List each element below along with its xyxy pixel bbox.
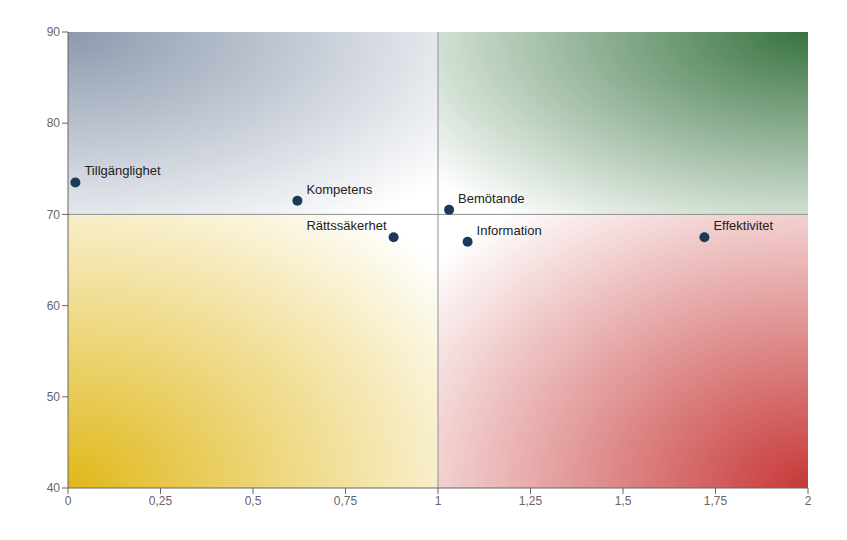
svg-text:50: 50 xyxy=(47,390,61,404)
svg-text:Information: Information xyxy=(477,223,542,238)
svg-text:1: 1 xyxy=(435,494,442,508)
svg-text:0,25: 0,25 xyxy=(149,494,173,508)
svg-text:0,5: 0,5 xyxy=(245,494,262,508)
svg-text:0: 0 xyxy=(65,494,72,508)
svg-text:70: 70 xyxy=(47,208,61,222)
svg-text:1,25: 1,25 xyxy=(519,494,543,508)
svg-text:40: 40 xyxy=(47,481,61,495)
svg-text:90: 90 xyxy=(47,25,61,39)
svg-text:Bemötande: Bemötande xyxy=(458,191,524,206)
svg-text:1,75: 1,75 xyxy=(704,494,728,508)
svg-text:2: 2 xyxy=(805,494,812,508)
svg-text:1,5: 1,5 xyxy=(615,494,632,508)
svg-text:Tillgänglighet: Tillgänglighet xyxy=(84,163,161,178)
svg-text:80: 80 xyxy=(47,116,61,130)
svg-text:Rättssäkerhet: Rättssäkerhet xyxy=(306,218,387,233)
svg-text:Kompetens: Kompetens xyxy=(306,182,372,197)
svg-text:60: 60 xyxy=(47,299,61,313)
svg-text:0,75: 0,75 xyxy=(334,494,358,508)
svg-text:Effektivitet: Effektivitet xyxy=(713,218,773,233)
